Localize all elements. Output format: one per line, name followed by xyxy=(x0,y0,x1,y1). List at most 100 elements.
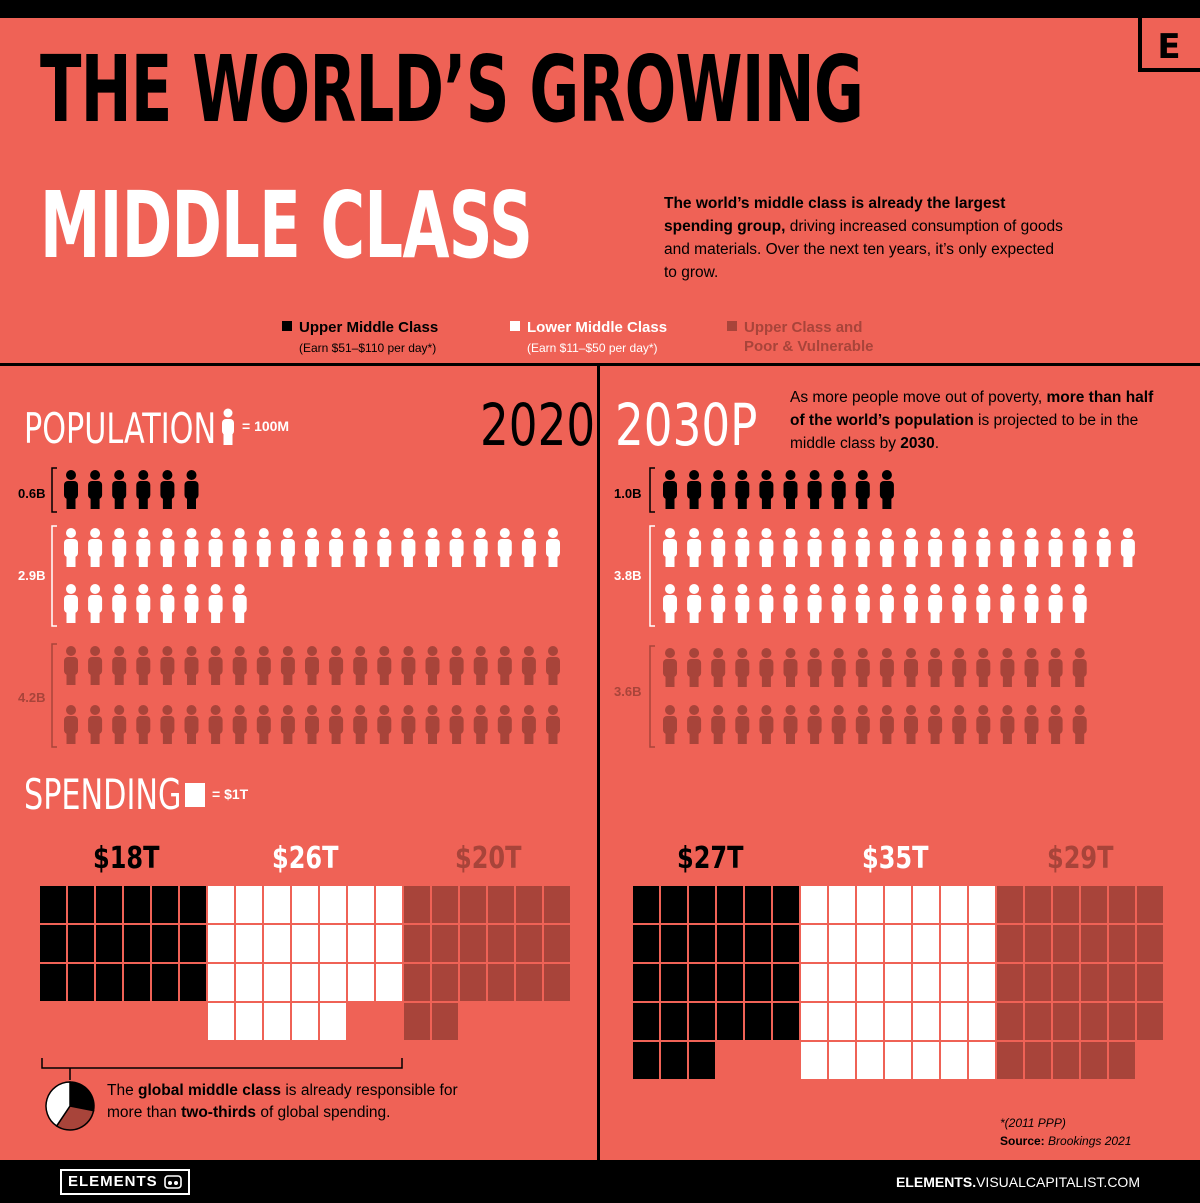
waffle-cell xyxy=(1053,886,1079,923)
waffle-cell xyxy=(432,886,458,923)
waffle-cell xyxy=(885,1042,911,1079)
waffle-cell xyxy=(857,964,883,1001)
waffle-2020-lower xyxy=(208,886,402,1040)
waffle-cell xyxy=(124,886,150,923)
waffle-cell xyxy=(1137,925,1163,962)
waffle-cell xyxy=(941,925,967,962)
waffle-cell xyxy=(264,886,290,923)
waffle-cell xyxy=(1109,1003,1135,1040)
waffle-cell xyxy=(689,925,715,962)
waffle-cell xyxy=(292,925,318,962)
waffle-cell xyxy=(941,1042,967,1079)
legend-lower: Lower Middle Class (Earn $11–$50 per day… xyxy=(510,318,667,358)
waffle-cell xyxy=(208,925,234,962)
waffle-cell xyxy=(1081,1003,1107,1040)
waffle-cell xyxy=(1137,964,1163,1001)
waffle-cell xyxy=(941,886,967,923)
waffle-cell xyxy=(773,925,799,962)
waffle-cell xyxy=(857,1042,883,1079)
spend-label-2030-lower: $35T xyxy=(862,841,929,876)
waffle-cell xyxy=(913,1003,939,1040)
intro-text: The world’s middle class is already the … xyxy=(664,192,1064,284)
waffle-cell xyxy=(404,925,430,962)
waffle-cell xyxy=(292,886,318,923)
waffle-cell xyxy=(320,886,346,923)
legend-upper: Upper Middle Class (Earn $51–$110 per da… xyxy=(282,318,438,358)
footnote-ppp: *(2011 PPP) xyxy=(1000,1116,1066,1130)
source-label: Source: xyxy=(1000,1134,1045,1148)
waffle-cell xyxy=(997,925,1023,962)
legend-lower-sub: (Earn $11–$50 per day*) xyxy=(527,341,658,355)
waffle-cell xyxy=(801,925,827,962)
spend-label-2030-other: $29T xyxy=(1047,841,1114,876)
waffle-cell xyxy=(633,1003,659,1040)
waffle-cell xyxy=(180,886,206,923)
waffle-cell xyxy=(941,964,967,1001)
spending-pie-chart xyxy=(45,1081,95,1131)
waffle-cell xyxy=(1025,886,1051,923)
waffle-cell xyxy=(633,886,659,923)
waffle-cell xyxy=(68,964,94,1001)
legend-lower-label: Lower Middle Class xyxy=(527,319,668,336)
spend-label-2020-other: $20T xyxy=(455,841,522,876)
pictogram-2020-other xyxy=(64,646,560,744)
footer-url[interactable]: ELEMENTS.VISUALCAPITALIST.COM xyxy=(896,1172,1140,1192)
waffle-2030-lower xyxy=(801,886,995,1079)
waffle-cell xyxy=(885,886,911,923)
legend-upper-sub: (Earn $51–$110 per day*) xyxy=(299,341,437,355)
waffle-cell xyxy=(236,964,262,1001)
waffle-cell xyxy=(633,964,659,1001)
population-unit-label: = 100M xyxy=(242,418,290,434)
waffle-cell xyxy=(264,964,290,1001)
waffle-cell xyxy=(460,886,486,923)
waffle-cell xyxy=(1025,1042,1051,1079)
waffle-cell xyxy=(96,964,122,1001)
waffle-cell xyxy=(432,964,458,1001)
waffle-cell xyxy=(1109,1042,1135,1079)
waffle-cell xyxy=(661,925,687,962)
bracket-2020-upper xyxy=(51,467,57,513)
pictogram-2030-lower xyxy=(663,528,1135,623)
footer-brand-label: ELEMENTS xyxy=(68,1173,158,1190)
waffle-cell xyxy=(773,964,799,1001)
footnote-source: Source: Brookings 2021 xyxy=(1000,1132,1190,1150)
waffle-cell xyxy=(208,1003,234,1040)
legend-lower-swatch xyxy=(510,321,520,331)
footer-brand[interactable]: ELEMENTS xyxy=(60,1169,190,1195)
pop-label-2030-lower: 3.8B xyxy=(614,568,642,583)
waffle-cell xyxy=(544,964,570,1001)
waffle-cell xyxy=(320,964,346,1001)
waffle-cell xyxy=(969,1003,995,1040)
bracket-2030-other xyxy=(649,645,655,748)
waffle-cell xyxy=(857,925,883,962)
callout-b2: two-thirds xyxy=(181,1104,257,1121)
intro-rest: driving increased consumption of goods a… xyxy=(664,218,1063,281)
waffle-cell xyxy=(633,925,659,962)
waffle-cell xyxy=(404,886,430,923)
waffle-cell xyxy=(997,886,1023,923)
footer-bar xyxy=(0,1160,1200,1203)
waffle-cell xyxy=(404,964,430,1001)
url-rest: VISUALCAPITALIST.COM xyxy=(976,1174,1140,1190)
waffle-cell xyxy=(1053,1003,1079,1040)
legend-other-label-1: Upper Class and xyxy=(744,319,863,336)
note-year: 2030 xyxy=(900,435,935,452)
waffle-cell xyxy=(1025,1003,1051,1040)
waffle-cell xyxy=(829,1003,855,1040)
waffle-cell xyxy=(544,925,570,962)
waffle-cell xyxy=(40,925,66,962)
footnote: *(2011 PPP) Source: Brookings 2021 xyxy=(1000,1114,1190,1150)
waffle-cell xyxy=(829,964,855,1001)
waffle-cell xyxy=(885,964,911,1001)
waffle-cell xyxy=(1109,925,1135,962)
waffle-cell xyxy=(633,1042,659,1079)
waffle-cell xyxy=(885,1003,911,1040)
waffle-cell xyxy=(544,886,570,923)
waffle-cell xyxy=(264,925,290,962)
pop-label-2020-other: 4.2B xyxy=(18,690,46,705)
waffle-cell xyxy=(745,964,771,1001)
waffle-cell xyxy=(829,925,855,962)
waffle-cell xyxy=(348,886,374,923)
title-line-2: MIDDLE CLASS xyxy=(40,172,533,279)
